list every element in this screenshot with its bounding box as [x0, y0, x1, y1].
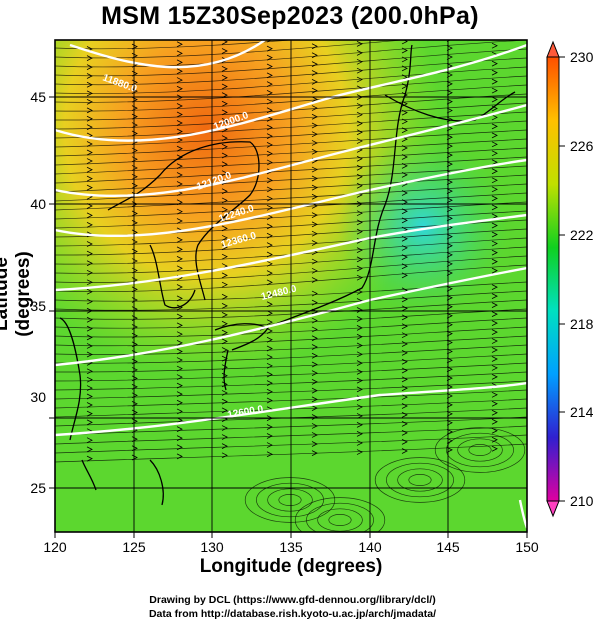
colorbar-tick-label: 210	[570, 493, 594, 509]
y-tick-label: 45	[30, 89, 46, 105]
geopotential-contours	[55, 40, 527, 529]
credit-data: Data from http://database.rish.kyoto-u.a…	[148, 608, 437, 620]
colorbar-tick-label: 222	[570, 227, 594, 243]
x-tick-label: 145	[436, 539, 460, 555]
x-tick-label: 135	[279, 539, 303, 555]
x-tick-label: 150	[515, 539, 539, 555]
credit-drawing: Drawing by DCL (https://www.gfd-dennou.o…	[149, 594, 436, 606]
y-tick-label: 30	[30, 389, 46, 405]
y-tick-label: 25	[30, 480, 46, 496]
x-tick-label: 130	[200, 539, 224, 555]
colorbar: 230 226 222 218 214 210	[546, 40, 594, 518]
x-axis-label: Longitude (degrees)	[199, 556, 383, 577]
x-tick-label: 125	[122, 539, 146, 555]
y-axis-ticks: 25 30 35 40 45	[30, 89, 55, 496]
colorbar-tick-label: 218	[570, 316, 594, 332]
y-tick-label: 35	[30, 298, 46, 314]
coastlines	[59, 44, 516, 506]
x-axis-ticks: 120 125 130 135 140 145 150	[43, 532, 539, 555]
y-tick-label: 40	[30, 196, 46, 212]
colorbar-tick-label: 214	[570, 404, 594, 420]
x-tick-label: 120	[43, 539, 67, 555]
x-tick-label: 140	[358, 539, 382, 555]
colorbar-tick-label: 226	[570, 138, 594, 154]
chart-title: MSM 15Z30Sep2023 (200.0hPa)	[101, 2, 479, 30]
colorbar-tick-label: 230	[570, 49, 594, 65]
